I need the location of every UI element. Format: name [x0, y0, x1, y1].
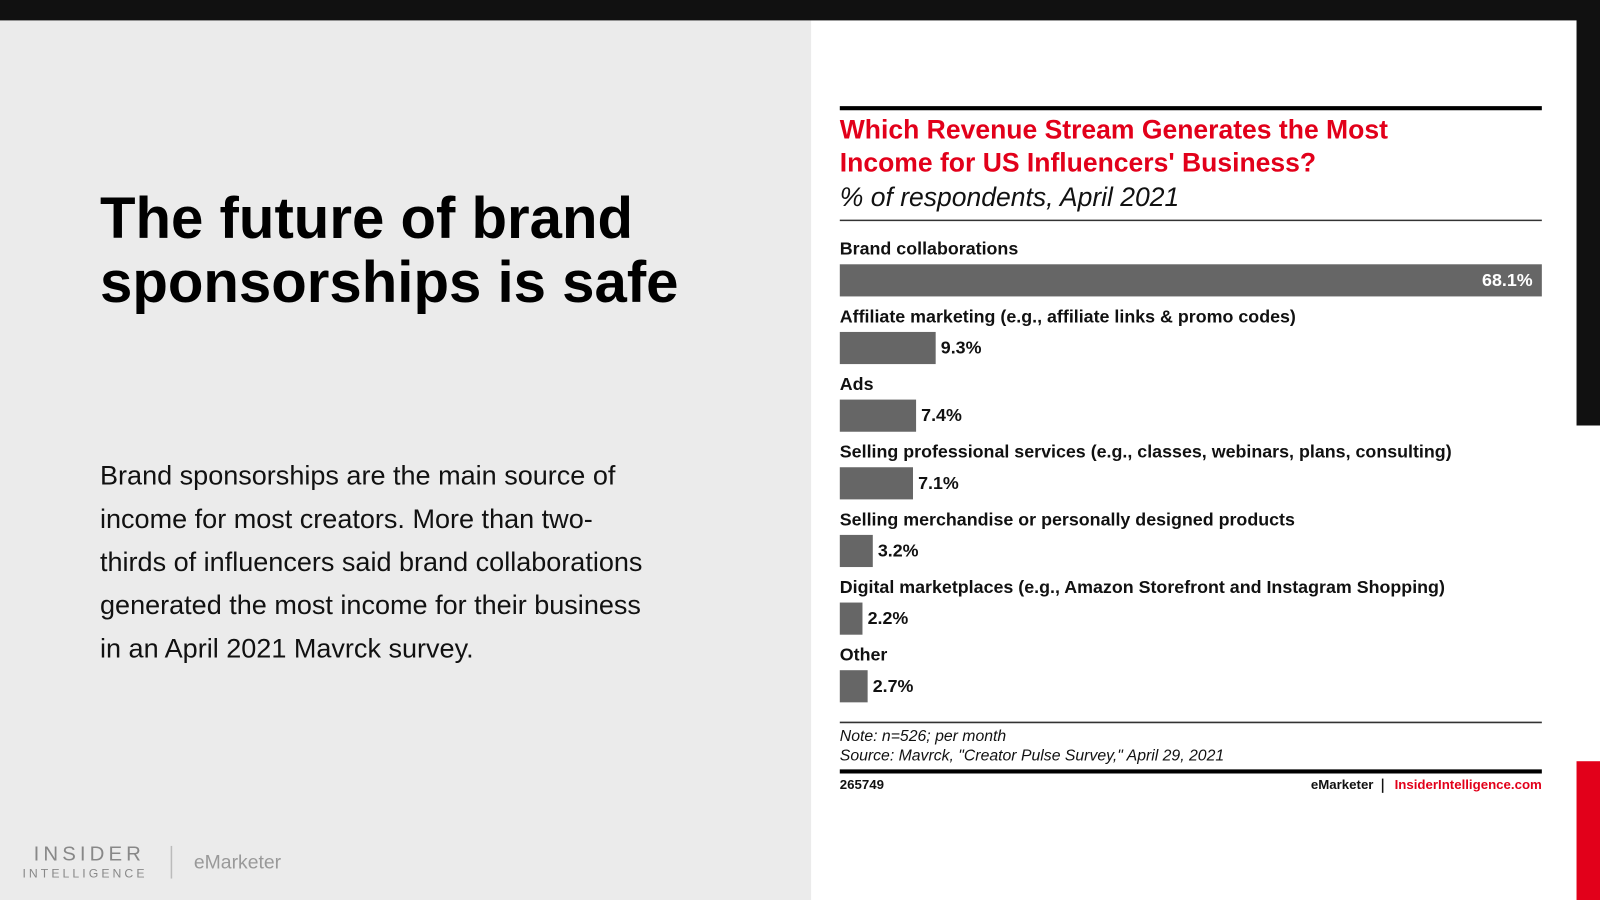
- chart-note: Note: n=526; per month: [840, 728, 1007, 745]
- bar: [839, 534, 873, 568]
- value-label: 2.2%: [868, 608, 909, 628]
- value-label: 7.1%: [918, 473, 959, 493]
- category-label: Other: [840, 645, 888, 665]
- body-line: in an April 2021 Mavrck survey.: [100, 633, 474, 663]
- top-bar: [0, 0, 1600, 21]
- chart-title: Income for US Influencers' Business?: [840, 147, 1316, 177]
- slide-title: sponsorships is safe: [100, 250, 679, 315]
- chart-id: 265749: [840, 777, 884, 792]
- side-bar-red: [1576, 761, 1600, 900]
- body-line: income for most creators. More than two-: [100, 504, 593, 534]
- category-label: Ads: [840, 374, 874, 394]
- chart-title: Which Revenue Stream Generates the Most: [840, 115, 1388, 145]
- slide-title: The future of brand: [100, 186, 633, 251]
- category-label: Brand collaborations: [840, 239, 1019, 259]
- right-panel: [811, 0, 1600, 900]
- value-label: 68.1%: [1482, 270, 1533, 290]
- chart-source: Source: Mavrck, "Creator Pulse Survey," …: [840, 747, 1224, 764]
- body-line: thirds of influencers said brand collabo…: [100, 547, 642, 577]
- chart-subtitle: % of respondents, April 2021: [840, 182, 1180, 212]
- value-label: 2.7%: [873, 676, 914, 696]
- logo-text: INSIDER: [34, 843, 145, 865]
- footer-site: InsiderIntelligence.com: [1395, 777, 1542, 792]
- category-label: Affiliate marketing (e.g., affiliate lin…: [840, 306, 1296, 326]
- logo-brand: eMarketer: [194, 851, 282, 873]
- bar: [839, 331, 936, 365]
- bar: [839, 399, 917, 432]
- logo-text: INTELLIGENCE: [22, 867, 147, 881]
- value-label: 7.4%: [921, 405, 962, 425]
- body-line: generated the most income for their busi…: [100, 590, 641, 620]
- footer-brand: eMarketer: [1311, 777, 1374, 792]
- bar: [839, 264, 1542, 297]
- category-label: Selling merchandise or personally design…: [840, 509, 1295, 529]
- value-label: 9.3%: [941, 337, 982, 357]
- value-label: 3.2%: [878, 540, 919, 560]
- left-panel: [0, 0, 812, 900]
- side-bar-black: [1576, 0, 1600, 426]
- bar: [839, 467, 913, 500]
- plot: Brand collaborations 68.1% Affiliate marke…: [839, 239, 1542, 703]
- slide-body: Brand sponsorships are the main source o…: [100, 461, 642, 664]
- category-label: Digital marketplaces (e.g., Amazon Store…: [840, 577, 1445, 597]
- bar: [839, 602, 863, 635]
- body-line: Brand sponsorships are the main source o…: [100, 461, 616, 491]
- category-label: Selling professional services (e.g., cla…: [840, 442, 1452, 462]
- bar: [839, 670, 868, 703]
